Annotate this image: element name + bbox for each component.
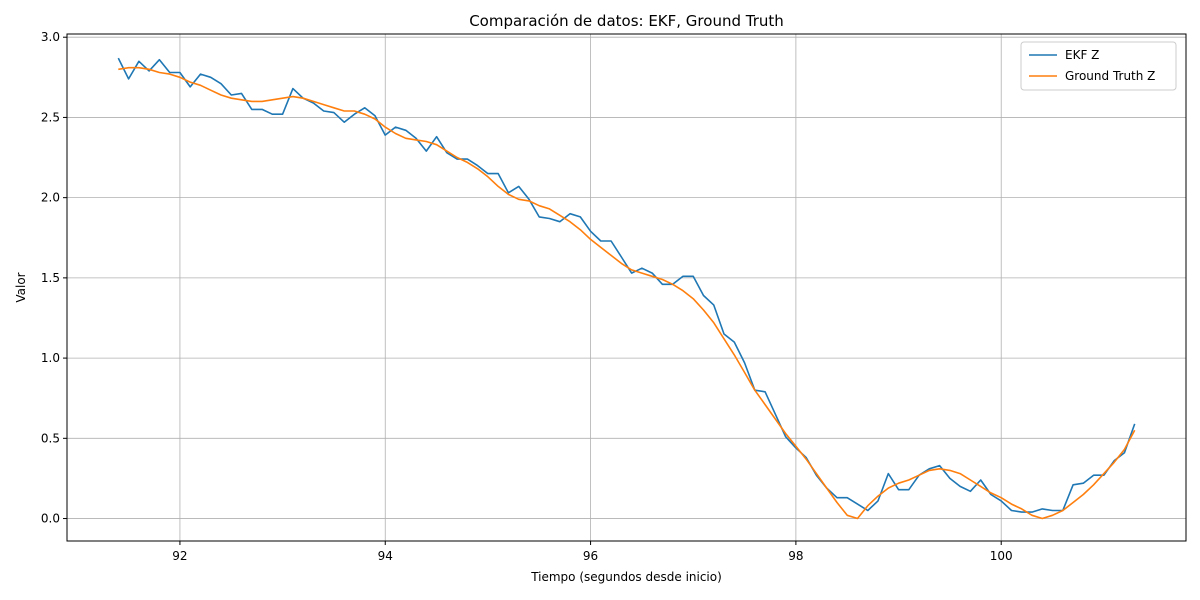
y-tick-label: 2.0 (41, 191, 60, 205)
y-tick-label: 0.5 (41, 431, 60, 445)
y-tick-label: 1.5 (41, 271, 60, 285)
series-line-ekf-z (117, 57, 1136, 513)
x-tick-label: 98 (788, 549, 803, 563)
x-tick-label: 96 (583, 549, 598, 563)
series-lines (117, 57, 1136, 520)
x-tick-label: 92 (172, 549, 187, 563)
y-tick-label: 3.0 (41, 30, 60, 44)
grid (67, 34, 1186, 541)
legend-label-ground-truth-z: Ground Truth Z (1065, 69, 1155, 83)
series-line-ground-truth-z (118, 66, 1136, 520)
plot-frame (66, 33, 1187, 542)
legend-box (1020, 41, 1177, 91)
ticks: 92 94 96 98 100 0.0 0.5 1.0 1.5 2.0 2.5 3.0 (41, 30, 1013, 563)
y-tick-label: 0.0 (41, 512, 60, 526)
legend-label-ekf-z: EKF Z (1065, 48, 1099, 62)
x-tick-label: 94 (378, 549, 393, 563)
chart-title: Comparación de datos: EKF, Ground Truth (469, 12, 784, 30)
x-axis-label: Tiempo (segundos desde inicio) (530, 570, 722, 584)
y-tick-label: 2.5 (41, 110, 60, 124)
y-axis-label: Valor (14, 272, 28, 302)
x-tick-label: 100 (990, 549, 1013, 563)
y-tick-label: 1.0 (41, 351, 60, 365)
legend: EKF Z Ground Truth Z (1020, 41, 1177, 91)
